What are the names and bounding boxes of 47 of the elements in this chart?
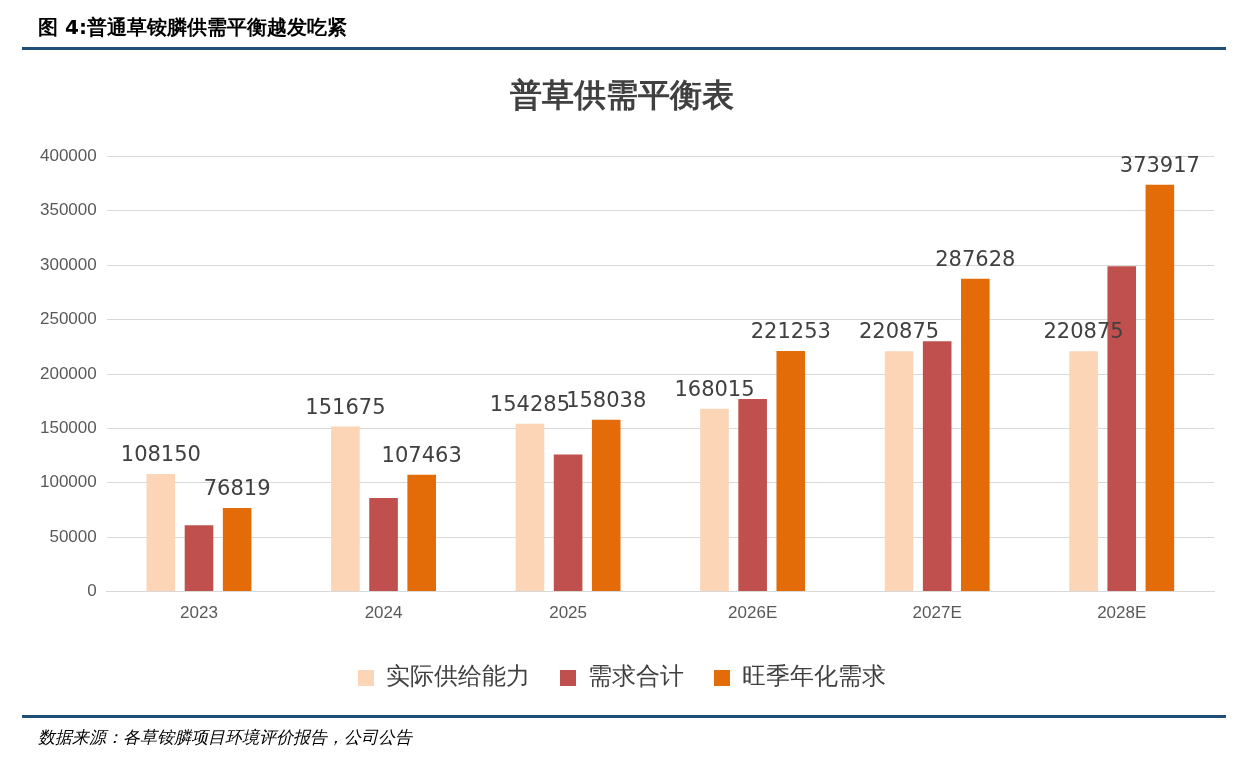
legend-label: 实际供给能力 xyxy=(386,662,530,691)
y-tick-label: 250000 xyxy=(39,309,97,329)
chart-title: 图 4:普通草铵膦供需平衡越发吃紧 xyxy=(38,14,347,41)
y-tick-label: 350000 xyxy=(39,200,97,220)
data-label: 373917 xyxy=(1119,152,1200,177)
bar xyxy=(961,278,990,592)
data-label: 76819 xyxy=(203,475,271,500)
bar xyxy=(922,341,952,592)
bar xyxy=(369,498,398,592)
data-label: 168015 xyxy=(674,376,755,401)
bar xyxy=(1069,351,1098,592)
y-tick-label: 0 xyxy=(87,581,97,601)
bar xyxy=(591,419,621,592)
data-label: 220875 xyxy=(858,319,940,344)
legend-label: 旺季年化需求 xyxy=(742,662,886,691)
x-tick-label: 2024 xyxy=(364,603,403,623)
data-label: 287628 xyxy=(935,246,1016,271)
data-label: 107463 xyxy=(381,442,462,467)
x-tick-label: 2028E xyxy=(1097,603,1147,623)
x-tick-label: 2025 xyxy=(549,603,588,623)
bar xyxy=(331,426,360,592)
bar xyxy=(884,351,914,592)
data-label: 151675 xyxy=(305,394,386,419)
bar xyxy=(184,525,214,592)
x-tick-label: 2023 xyxy=(180,603,218,623)
bar xyxy=(738,399,767,592)
x-tick-label: 2027E xyxy=(912,603,962,623)
y-tick-label: 50000 xyxy=(49,526,97,546)
bar xyxy=(776,350,806,592)
data-label: 108150 xyxy=(120,441,201,466)
bar xyxy=(146,473,176,592)
source-note: 数据来源：各草铵膦项目环境评价报告，公司公告 xyxy=(38,726,412,749)
bar xyxy=(407,474,436,592)
bar xyxy=(700,408,729,592)
bar xyxy=(515,423,545,592)
x-tick-label: 2026E xyxy=(728,603,778,623)
legend-label: 需求合计 xyxy=(588,662,684,691)
data-label: 221253 xyxy=(750,318,831,343)
y-tick-label: 300000 xyxy=(39,254,97,274)
y-tick-label: 400000 xyxy=(39,146,97,166)
chart-subtitle: 普草供需平衡表 xyxy=(510,75,734,114)
y-tick-label: 100000 xyxy=(39,472,97,492)
bar xyxy=(1145,184,1175,592)
y-tick-label: 150000 xyxy=(39,418,97,438)
bar xyxy=(553,454,583,592)
bar xyxy=(222,508,252,592)
y-tick-label: 200000 xyxy=(39,363,97,383)
